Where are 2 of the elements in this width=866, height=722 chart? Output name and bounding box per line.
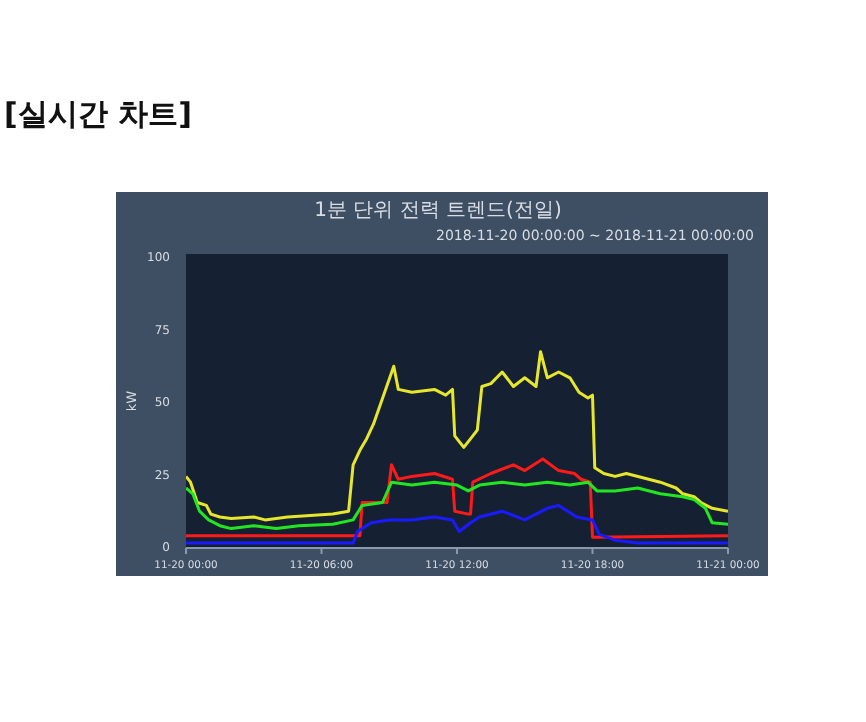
chart-title: 1분 단위 전력 트렌드(전일): [314, 200, 562, 222]
text: [실시간 차트]: [4, 96, 192, 132]
